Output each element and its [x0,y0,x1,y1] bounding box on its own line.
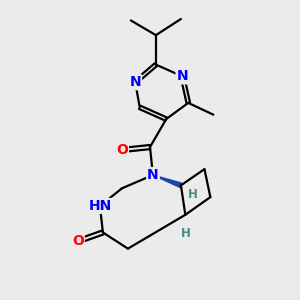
Text: O: O [72,234,84,248]
Text: H: H [180,227,190,240]
Text: N: N [147,168,159,182]
Text: HN: HN [88,199,112,213]
Text: H: H [188,188,198,201]
Text: N: N [130,75,141,89]
Polygon shape [153,175,182,188]
Text: O: O [116,143,128,157]
Text: N: N [177,69,188,83]
